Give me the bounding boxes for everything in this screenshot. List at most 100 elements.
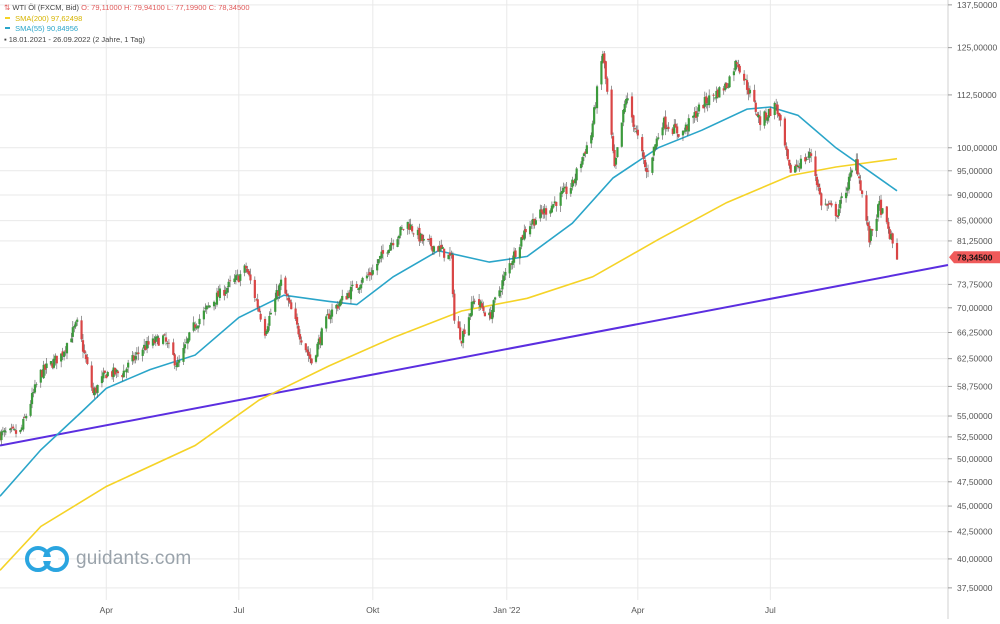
price-tick-label: 112,50000 [957, 90, 997, 100]
candle-up [39, 369, 42, 383]
candle-down [304, 343, 307, 351]
candle-down [521, 235, 524, 239]
candle-up [713, 97, 717, 99]
candle-down [137, 352, 140, 355]
candle-down [705, 96, 708, 104]
candle-down [61, 351, 64, 356]
candle-down [555, 201, 558, 206]
candle-down [92, 387, 95, 394]
candle-up [145, 340, 149, 349]
candle-down [795, 164, 798, 167]
candle-up [227, 281, 230, 288]
candle-up [1, 431, 5, 432]
candle-up [450, 254, 453, 255]
candle-up [661, 127, 664, 136]
candle-down [477, 299, 481, 305]
instrument-name: WTI Öl (FXCM, Bid) [12, 3, 80, 12]
candle-down [194, 324, 197, 328]
candle-down [245, 265, 248, 269]
candle-up [837, 209, 840, 216]
candle-down [255, 299, 258, 301]
candle-down [891, 233, 894, 244]
candle-down [113, 367, 117, 375]
candle-up [600, 61, 603, 85]
candle-down [256, 299, 259, 308]
candle-down [411, 226, 414, 232]
candle-down [84, 354, 88, 360]
candle-down [10, 427, 13, 429]
candle-down [14, 430, 18, 434]
candle-down [820, 193, 823, 206]
ohlc-values: O: 79,11000 H: 79,94100 L: 77,19900 C: 7… [81, 3, 250, 12]
candle-up [154, 336, 157, 342]
candle-down [451, 254, 454, 295]
candle-up [488, 312, 491, 316]
candle-down [111, 371, 114, 377]
candles-group [0, 50, 899, 445]
candle-down [756, 113, 759, 116]
candle-down [418, 227, 421, 242]
candle-up [479, 301, 482, 307]
candle-up [601, 53, 604, 63]
candle-down [565, 186, 568, 194]
candle-up [243, 265, 246, 273]
candle-up [127, 362, 130, 368]
candle-up [330, 309, 334, 317]
legend-sma55-row: SMA(55) 90,84956 [4, 24, 250, 35]
price-tick-label: 47,50000 [957, 477, 993, 487]
candle-up [35, 384, 38, 386]
candle-down [856, 159, 859, 175]
candle-up [106, 372, 109, 377]
candle-up [559, 192, 562, 206]
candle-down [814, 156, 817, 176]
candle-up [575, 168, 578, 181]
price-tick-label: 81,25000 [957, 236, 993, 246]
candle-down [664, 116, 667, 129]
candle-up [102, 372, 105, 379]
price-tick-label: 55,00000 [957, 411, 993, 421]
candle-up [494, 297, 497, 300]
candle-up [422, 238, 425, 241]
candle-down [172, 342, 175, 355]
candle-up [492, 300, 495, 313]
candle-up [268, 315, 271, 326]
candle-down [427, 238, 430, 240]
candle-down [247, 271, 251, 275]
candle-up [878, 200, 881, 206]
candle-up [279, 279, 283, 286]
candle-down [440, 244, 443, 249]
candle-up [74, 322, 77, 327]
candle-down [798, 166, 801, 168]
last-price-tag [949, 251, 1000, 264]
candle-up [341, 295, 344, 301]
candle-down [542, 211, 545, 215]
candle-up [805, 158, 808, 160]
candle-up [234, 275, 238, 281]
candle-up [185, 341, 188, 343]
candle-down [722, 88, 725, 91]
candle-down [105, 374, 108, 379]
candle-up [553, 201, 556, 204]
candle-up [4, 431, 7, 433]
candle-down [716, 89, 720, 98]
candle-up [552, 204, 555, 208]
price-tick-label: 52,50000 [957, 432, 993, 442]
candle-up [732, 71, 736, 76]
candle-up [161, 335, 165, 344]
candle-up [361, 277, 364, 283]
candle-up [316, 343, 319, 357]
candle-up [65, 343, 69, 354]
price-tick-label: 37,50000 [957, 583, 993, 593]
candle-down [448, 252, 452, 256]
candle-down [533, 218, 536, 226]
candle-up [166, 342, 169, 344]
candle-down [603, 53, 606, 64]
candle-down [298, 334, 302, 340]
candle-up [461, 331, 465, 343]
candle-up [620, 122, 623, 147]
candle-up [358, 287, 361, 290]
price-tick-label: 100,00000 [957, 143, 997, 153]
candle-up [178, 360, 181, 363]
candle-down [786, 149, 789, 160]
